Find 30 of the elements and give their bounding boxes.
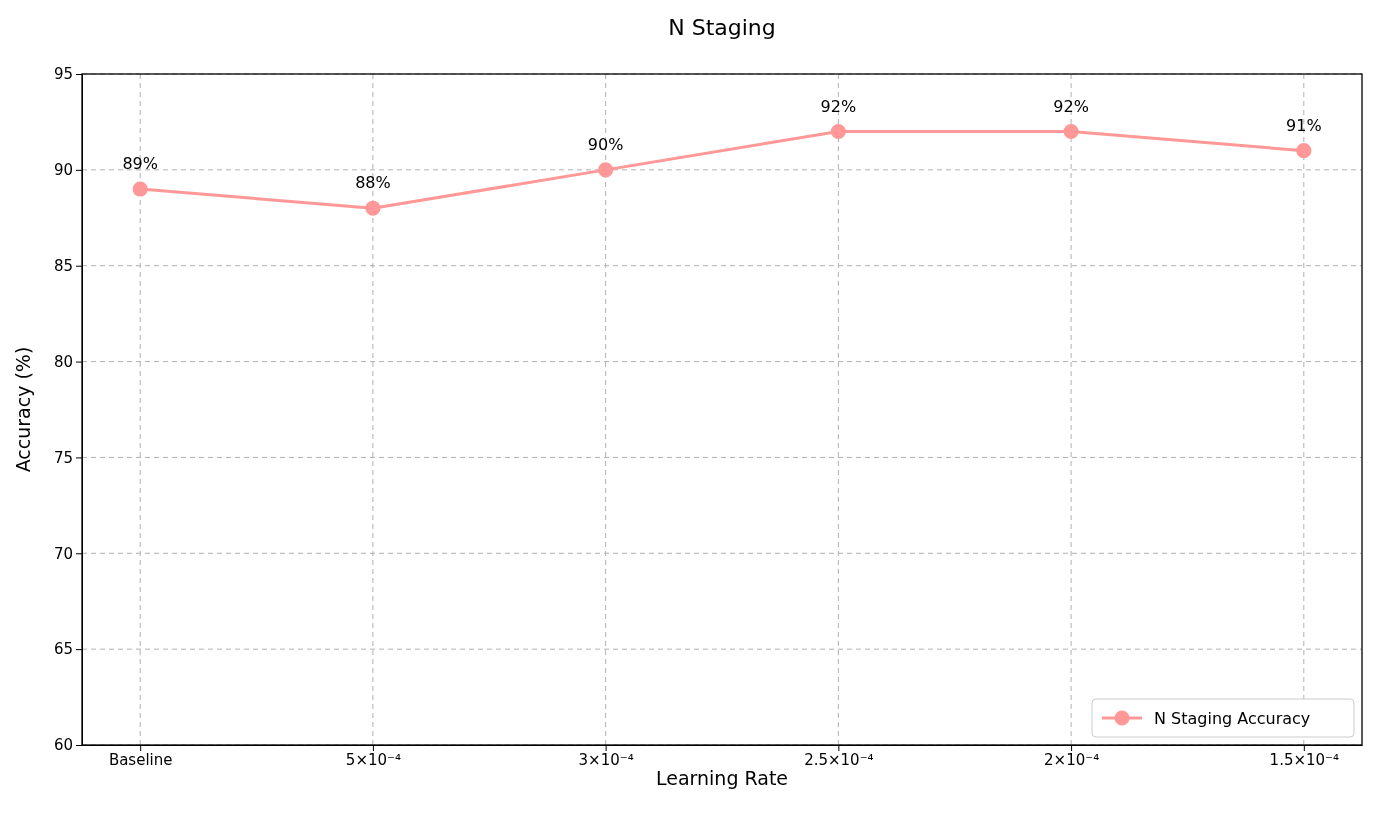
data-label: 89% — [122, 154, 158, 174]
x-axis-title: Learning Rate — [655, 767, 789, 789]
y-tick-label: 85 — [53, 257, 73, 276]
data-label: 91% — [1286, 115, 1322, 135]
chart-title: N Staging — [668, 15, 776, 40]
y-tick-label: 95 — [53, 65, 73, 84]
x-tick-label: Baseline — [108, 750, 173, 769]
y-axis-title: Accuracy (%) — [12, 346, 34, 473]
x-tick-label: 1.5×10⁻⁴ — [1269, 750, 1340, 769]
point — [365, 200, 381, 216]
legend-label: N Staging Accuracy — [1154, 709, 1311, 728]
point — [1296, 143, 1312, 159]
y-tick-label: 75 — [53, 448, 73, 467]
data-label: 92% — [820, 96, 857, 116]
point — [598, 162, 614, 178]
x-tick-label: 2×10⁻⁴ — [1044, 750, 1100, 769]
x-tick-label: 5×10⁻⁴ — [345, 750, 401, 769]
x-tick-label: 2.5×10⁻⁴ — [804, 750, 874, 769]
y-tick-label: 65 — [53, 640, 73, 659]
data-label: 90% — [587, 134, 624, 154]
x-tick-label: 3×10⁻⁴ — [578, 750, 634, 769]
y-tick-label: 60 — [53, 736, 73, 755]
point — [132, 181, 148, 197]
data-label: 92% — [1053, 96, 1089, 116]
data-label: 88% — [355, 173, 391, 193]
point — [1063, 123, 1079, 140]
y-tick-label: 80 — [53, 352, 73, 371]
y-tick-label: 90 — [53, 161, 73, 180]
point — [830, 123, 846, 140]
y-tick-label: 70 — [53, 544, 73, 563]
